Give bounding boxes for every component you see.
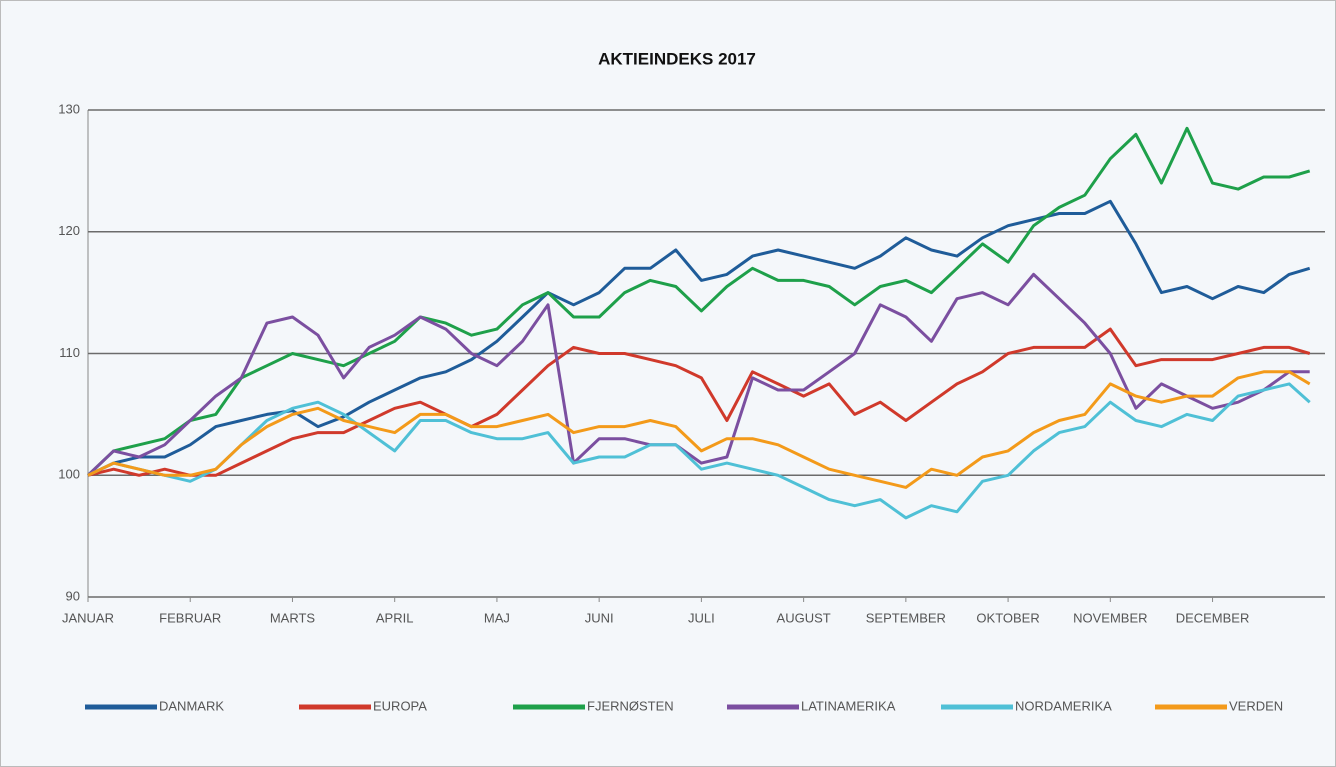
y-tick-label: 120 (58, 223, 80, 238)
x-tick-label: MARTS (270, 610, 316, 625)
legend-label: EUROPA (373, 698, 427, 713)
series-line (87, 382, 1311, 520)
x-tick-label: AUGUST (777, 610, 831, 625)
series-line (86, 126, 1311, 477)
series-line (87, 327, 1311, 477)
y-tick-label: 110 (59, 345, 80, 360)
x-tick-label: FEBRUAR (159, 610, 221, 625)
x-tick-label: OKTOBER (976, 610, 1039, 625)
legend-label: VERDEN (1229, 698, 1283, 713)
x-tick-label: NOVEMBER (1073, 610, 1147, 625)
y-tick-label: 100 (58, 467, 80, 482)
x-tick-label: APRIL (376, 610, 414, 625)
chart-title: AKTIEINDEKS 2017 (598, 49, 756, 68)
x-tick-label: JULI (688, 610, 715, 625)
series-line (86, 272, 1310, 477)
legend-label: LATINAMERIKA (801, 698, 896, 713)
series-line (87, 370, 1311, 489)
series-line (87, 199, 1311, 477)
x-tick-label: JUNI (585, 610, 614, 625)
x-tick-label: DECEMBER (1176, 610, 1250, 625)
x-tick-label: JANUAR (62, 610, 114, 625)
x-tick-label: SEPTEMBER (866, 610, 946, 625)
x-tick-label: MAJ (484, 610, 510, 625)
legend-label: DANMARK (159, 698, 224, 713)
legend-label: NORDAMERIKA (1015, 698, 1112, 713)
y-tick-label: 90 (66, 588, 80, 603)
y-tick-label: 130 (58, 101, 80, 116)
legend-label: FJERNØSTEN (587, 698, 674, 713)
